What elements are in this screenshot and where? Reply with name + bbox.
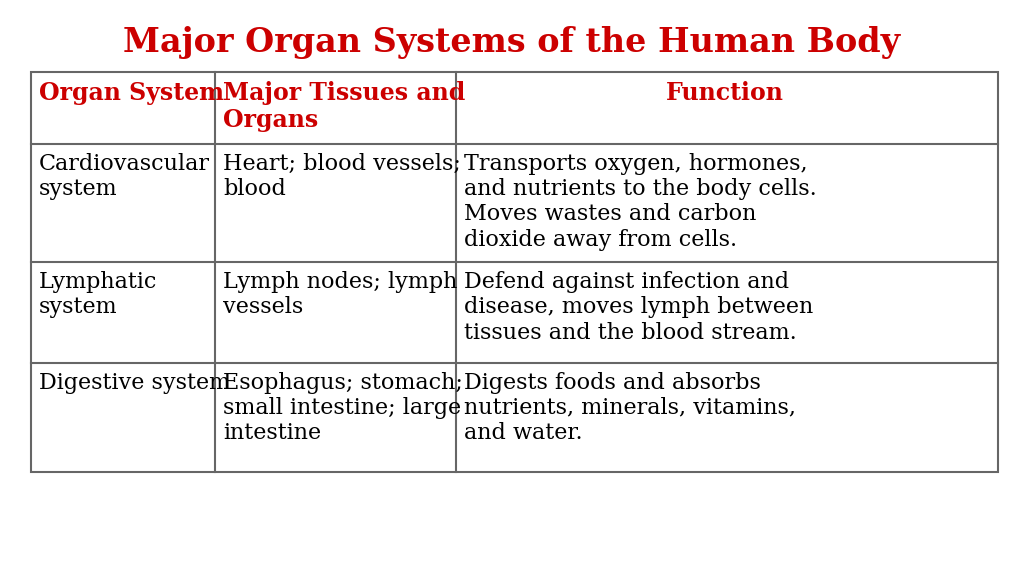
Text: Digests foods and absorbs
nutrients, minerals, vitamins,
and water.: Digests foods and absorbs nutrients, min… <box>464 372 796 444</box>
Text: Digestive system: Digestive system <box>39 372 230 393</box>
Bar <box>31 72 998 472</box>
Text: Major Organ Systems of the Human Body: Major Organ Systems of the Human Body <box>124 26 900 59</box>
Text: Lymphatic
system: Lymphatic system <box>39 271 158 318</box>
Text: Transports oxygen, hormones,
and nutrients to the body cells.
Moves wastes and c: Transports oxygen, hormones, and nutrien… <box>464 153 816 251</box>
Text: Lymph nodes; lymph
vessels: Lymph nodes; lymph vessels <box>223 271 458 318</box>
Text: Function: Function <box>666 81 783 105</box>
Text: Major Tissues and
Organs: Major Tissues and Organs <box>223 81 466 132</box>
Text: Heart; blood vessels;
blood: Heart; blood vessels; blood <box>223 153 461 200</box>
Text: Organ System: Organ System <box>39 81 224 105</box>
Text: Defend against infection and
disease, moves lymph between
tissues and the blood : Defend against infection and disease, mo… <box>464 271 813 343</box>
Text: Esophagus; stomach;
small intestine; large
intestine: Esophagus; stomach; small intestine; lar… <box>223 372 463 444</box>
Text: Cardiovascular
system: Cardiovascular system <box>39 153 210 200</box>
